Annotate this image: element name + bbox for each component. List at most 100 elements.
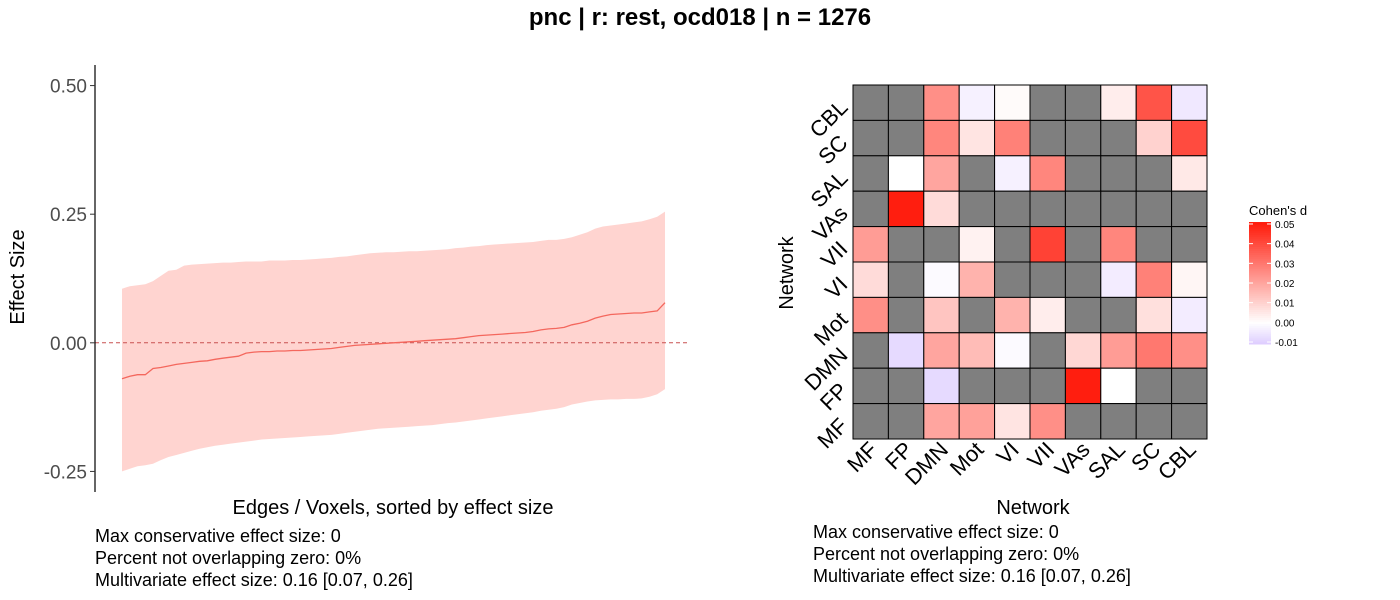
colorbar-segment (1249, 274, 1271, 278)
heatmap-cells (852, 84, 1208, 440)
heatmap-cell (923, 119, 960, 157)
heatmap-cell (887, 261, 925, 298)
page-title: pnc | r: rest, ocd018 | n = 1276 (528, 4, 872, 31)
heatmap-cell (1029, 226, 1066, 263)
colorbar-segment (1249, 331, 1271, 335)
colorbar-tick-label: 0.04 (1275, 240, 1295, 251)
colorbar-tick-label: 0.00 (1275, 318, 1295, 329)
stat-multivariate: Multivariate effect size: 0.16 [0.07, 0.… (813, 566, 1131, 586)
colorbar-segment (1249, 299, 1271, 302)
colorbar-segment (1249, 244, 1271, 247)
heatmap-col-label: SAL (1083, 437, 1130, 484)
heatmap-cell (923, 403, 960, 440)
heatmap-col-label: VAs (1050, 437, 1095, 482)
heatmap-cell (1171, 190, 1208, 228)
colorbar-segment (1249, 238, 1271, 241)
colorbar-segment (1249, 248, 1271, 251)
heatmap-cell (852, 226, 889, 263)
heatmap-cell (923, 226, 960, 263)
colorbar-segment (1249, 323, 1271, 327)
colorbar-segment (1249, 260, 1271, 264)
colorbar-segment (1249, 256, 1271, 260)
colorbar-segment (1249, 315, 1271, 319)
colorbar-segment (1249, 297, 1271, 300)
heatmap-cell (923, 261, 960, 298)
colorbar-segment (1249, 266, 1271, 270)
heatmap-cell (852, 261, 889, 298)
heatmap-cell (852, 332, 889, 369)
heatmap-cell (852, 190, 889, 228)
heatmap-cell (994, 332, 1031, 369)
heatmap-cell (887, 332, 925, 369)
colorbar-segment (1249, 309, 1271, 312)
heatmap-cell (1029, 367, 1066, 405)
heatmap-cell (852, 296, 889, 334)
colorbar-segment (1249, 228, 1271, 231)
colorbar-segment (1249, 305, 1271, 308)
heatmap-cell (1100, 190, 1137, 228)
heatmap-cell (958, 155, 996, 192)
colorbar-segment (1249, 222, 1271, 225)
colorbar-segment (1249, 303, 1271, 306)
heatmap-cell (1135, 226, 1173, 263)
colorbar-segment (1249, 236, 1271, 239)
heatmap-cell (1064, 119, 1102, 157)
colorbar-segment (1249, 319, 1271, 323)
heatmap-cell (887, 119, 925, 157)
colorbar-segment (1249, 301, 1271, 304)
colorbar-segment (1249, 339, 1271, 343)
colorbar-segment (1249, 337, 1271, 341)
heatmap-cell (958, 403, 996, 440)
colorbar-segment (1249, 262, 1271, 266)
colorbar-segment (1249, 327, 1271, 331)
heatmap-cell (1135, 367, 1173, 405)
line-chart-stats: Max conservative effect size: 0 Percent … (95, 525, 413, 591)
heatmap-cell (1171, 367, 1208, 405)
heatmap-cell (1064, 190, 1102, 228)
heatmap-cell (994, 190, 1031, 228)
heatmap-cell (1171, 226, 1208, 263)
heatmap-cell (887, 155, 925, 192)
confidence-ribbon-layer (122, 211, 665, 472)
heatmap-cell (1029, 119, 1066, 157)
colorbar-segment (1249, 283, 1271, 286)
heatmap-cell (1100, 296, 1137, 334)
colorbar-segment (1249, 278, 1271, 282)
heatmap-col-label: MF (842, 437, 882, 477)
colorbar-tick-label: 0.01 (1275, 299, 1295, 310)
colorbar-segment (1249, 270, 1271, 274)
heatmap-cell (994, 261, 1031, 298)
heatmap-cell (1171, 84, 1208, 121)
colorbar-segment (1249, 250, 1271, 253)
heatmap-col-label: VI (991, 437, 1023, 469)
heatmap-col-label: CBL (1153, 437, 1201, 485)
heatmap-cell (1100, 226, 1137, 263)
x-axis-title: Edges / Voxels, sorted by effect size (233, 497, 554, 519)
heatmap-y-axis-title: Network (776, 235, 798, 309)
colorbar-segment (1249, 295, 1271, 298)
heatmap-cell (1064, 332, 1102, 369)
colorbar-segment (1249, 289, 1271, 292)
heatmap-cell (1064, 226, 1102, 263)
colorbar-segment (1249, 285, 1271, 288)
heatmap-cell (958, 190, 996, 228)
colorbar-segment (1249, 291, 1271, 294)
heatmap-cell (1100, 261, 1137, 298)
heatmap-cell (923, 367, 960, 405)
colorbar-tick-label: -0.01 (1275, 338, 1298, 349)
heatmap-cell (1029, 296, 1066, 334)
heatmap-cell (994, 403, 1031, 440)
heatmap-cell (1064, 155, 1102, 192)
heatmap-cell (958, 367, 996, 405)
colorbar-segment (1249, 313, 1271, 317)
stat-percent-nonzero: Percent not overlapping zero: 0% (813, 544, 1080, 564)
stat-multivariate: Multivariate effect size: 0.16 [0.07, 0.… (95, 570, 413, 590)
colorbar-segment (1249, 311, 1271, 314)
heatmap-cell (958, 261, 996, 298)
heatmap-cell (923, 84, 960, 121)
heatmap-cell (1135, 119, 1173, 157)
heatmap-cell (852, 84, 889, 121)
